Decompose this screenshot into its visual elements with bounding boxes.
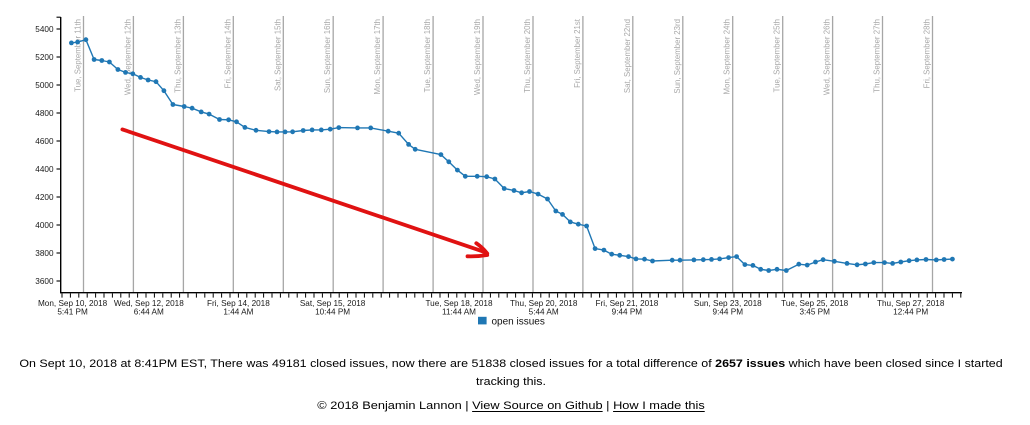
svg-text:Sun, September 23rd: Sun, September 23rd xyxy=(673,19,682,94)
svg-text:Fri, Sep 14, 2018: Fri, Sep 14, 2018 xyxy=(207,299,270,308)
svg-text:Thu, September 20th: Thu, September 20th xyxy=(523,19,532,93)
svg-text:3600: 3600 xyxy=(35,277,54,286)
svg-text:Tue, September 18th: Tue, September 18th xyxy=(423,19,432,92)
svg-text:Fri, September 28th: Fri, September 28th xyxy=(923,19,932,88)
svg-text:Thu, Sep 27, 2018: Thu, Sep 27, 2018 xyxy=(877,299,945,308)
svg-text:4000: 4000 xyxy=(35,221,54,230)
svg-text:Sun, Sep 23, 2018: Sun, Sep 23, 2018 xyxy=(694,299,762,308)
svg-text:Mon, Sep 10, 2018: Mon, Sep 10, 2018 xyxy=(38,299,108,308)
svg-text:9:44 PM: 9:44 PM xyxy=(713,307,744,316)
svg-text:Sat, September 22nd: Sat, September 22nd xyxy=(623,19,632,93)
svg-text:10:44 PM: 10:44 PM xyxy=(315,307,350,316)
svg-text:9:44 PM: 9:44 PM xyxy=(612,307,643,316)
svg-text:Tue, Sep 18, 2018: Tue, Sep 18, 2018 xyxy=(425,299,493,308)
svg-text:4600: 4600 xyxy=(35,137,54,146)
svg-text:Wed, September 19th: Wed, September 19th xyxy=(473,19,482,95)
svg-text:Wed, September 12th: Wed, September 12th xyxy=(123,19,132,95)
svg-text:5000: 5000 xyxy=(35,81,54,90)
svg-text:6:44 AM: 6:44 AM xyxy=(134,307,164,316)
svg-text:Mon, September 17th: Mon, September 17th xyxy=(373,19,382,94)
svg-text:4800: 4800 xyxy=(35,109,54,118)
svg-text:1:44 AM: 1:44 AM xyxy=(223,307,253,316)
svg-text:5:44 AM: 5:44 AM xyxy=(529,307,559,316)
svg-text:Thu, September 27th: Thu, September 27th xyxy=(873,19,882,93)
svg-text:open issues: open issues xyxy=(492,317,545,328)
svg-text:4400: 4400 xyxy=(35,165,54,174)
svg-text:Sat, Sep 15, 2018: Sat, Sep 15, 2018 xyxy=(300,299,366,308)
svg-text:12:44 PM: 12:44 PM xyxy=(893,307,928,316)
svg-text:5200: 5200 xyxy=(35,53,54,62)
svg-text:3:45 PM: 3:45 PM xyxy=(799,307,830,316)
svg-text:Fri, September 21st: Fri, September 21st xyxy=(573,18,582,88)
svg-text:Wed, Sep 12, 2018: Wed, Sep 12, 2018 xyxy=(114,299,184,308)
svg-text:Tue, Sep 25, 2018: Tue, Sep 25, 2018 xyxy=(781,299,849,308)
svg-text:Sun, September 16th: Sun, September 16th xyxy=(323,19,332,93)
svg-text:Mon, September 24th: Mon, September 24th xyxy=(723,19,732,94)
svg-text:Wed, September 26th: Wed, September 26th xyxy=(823,19,832,95)
svg-text:Sat, September 15th: Sat, September 15th xyxy=(273,19,282,91)
svg-text:Tue, September 25th: Tue, September 25th xyxy=(773,19,782,92)
svg-text:3800: 3800 xyxy=(35,249,54,258)
svg-text:Fri, September 14th: Fri, September 14th xyxy=(223,19,232,88)
svg-text:5:41 PM: 5:41 PM xyxy=(57,307,88,316)
svg-text:5400: 5400 xyxy=(35,25,54,34)
svg-text:Thu, Sep 20, 2018: Thu, Sep 20, 2018 xyxy=(510,299,578,308)
svg-text:11:44 AM: 11:44 AM xyxy=(442,307,476,316)
svg-text:Fri, Sep 21, 2018: Fri, Sep 21, 2018 xyxy=(595,299,658,308)
svg-text:4200: 4200 xyxy=(35,193,54,202)
svg-text:Thu, September 13th: Thu, September 13th xyxy=(173,19,182,93)
svg-text:Tue, September 11th: Tue, September 11th xyxy=(74,19,83,92)
